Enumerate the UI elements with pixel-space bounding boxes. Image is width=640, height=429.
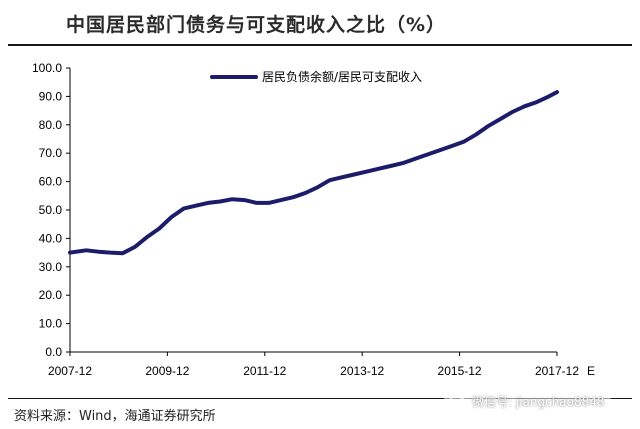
legend: 居民负债余额/居民可支配收入 [210,69,422,84]
series-line [68,90,559,256]
x-tick-label: 2011-12 [243,364,286,378]
y-tick-label: 90.0 [39,89,63,103]
y-axis: 0.0 10.0 20.0 30.0 40.0 50.0 60.0 70.0 80.0 90.0 1… [32,61,71,359]
series-group [68,90,559,256]
y-tick-label: 80.0 [39,118,63,132]
x-axis-estimate-label: E [587,364,595,378]
y-ticks: 0.0 10.0 20.0 30.0 40.0 50.0 60.0 70.0 80.0 90.0 1… [32,61,70,359]
x-ticks: 2007-12 2009-12 2011-12 2013-12 2015-12 2017-… [48,352,579,378]
y-tick-label: 50.0 [39,203,63,217]
y-tick-label: 30.0 [39,260,63,274]
legend-label: 居民负债余额/居民可支配收入 [262,69,422,84]
title-bar: 中国居民部门债务与可支配收入之比（%） [0,0,640,44]
x-axis: 2007-12 2009-12 2011-12 2013-12 2015-12 2017-… [48,351,595,378]
x-tick-label: 2015-12 [438,364,482,378]
y-tick-label: 60.0 [39,175,63,189]
y-tick-label: 70.0 [39,146,63,160]
y-tick-label: 40.0 [39,231,63,245]
watermark: 微信号: jiangchao8848 [444,389,611,413]
y-tick-label: 0.0 [45,345,62,359]
x-tick-label: 2009-12 [145,364,189,378]
x-tick-label: 2017-12 [535,364,579,378]
bottom-divider [8,398,632,399]
chart: 0.0 10.0 20.0 30.0 40.0 50.0 60.0 70.0 80.0 90.0 1… [32,61,595,378]
x-tick-label: 2007-12 [48,364,92,378]
source-note: 资料来源：Wind，海通证券研究所 [14,409,216,424]
chart-title: 中国居民部门债务与可支配收入之比（%） [66,14,447,36]
y-tick-label: 20.0 [39,288,63,302]
title-divider [8,44,632,46]
wechat-icon [450,394,468,408]
y-tick-label: 100.0 [32,61,62,75]
x-tick-label: 2013-12 [340,364,384,378]
y-tick-label: 10.0 [39,317,63,331]
watermark-text: 微信号: jiangchao8848 [472,394,605,409]
